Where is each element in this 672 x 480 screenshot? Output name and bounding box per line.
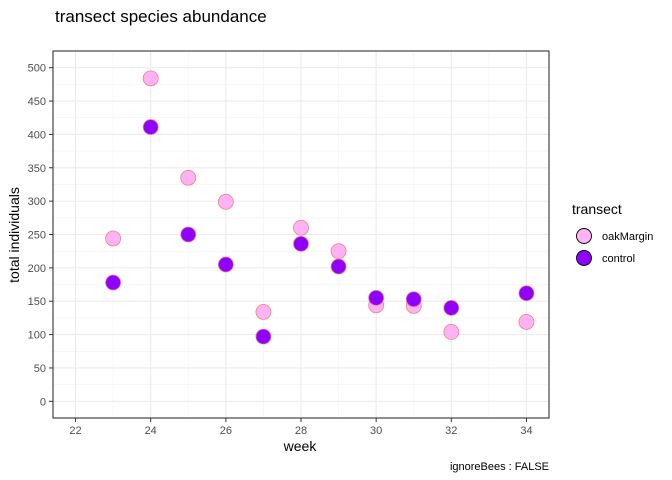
x-tick-label: 28 — [295, 425, 307, 437]
data-point — [330, 243, 347, 260]
data-point — [105, 274, 122, 291]
x-tick-label: 34 — [520, 425, 532, 437]
y-tick-label: 150 — [28, 296, 46, 308]
data-point — [368, 289, 385, 306]
data-point — [142, 70, 159, 87]
data-point — [255, 304, 272, 320]
y-tick-label: 200 — [28, 263, 46, 275]
x-tick-label: 30 — [370, 425, 382, 437]
data-point — [518, 285, 535, 302]
x-tick-label: 32 — [445, 425, 457, 437]
data-point — [180, 169, 197, 186]
y-tick-label: 500 — [28, 63, 46, 75]
data-point — [518, 314, 535, 330]
data-point — [105, 230, 122, 247]
y-tick-label: 250 — [28, 230, 46, 242]
y-tick-label: 0 — [40, 396, 46, 408]
x-axis-title: week — [283, 438, 318, 454]
x-axis: 22 24 26 28 30 32 34 — [69, 418, 533, 437]
legend-key-control — [576, 250, 592, 266]
legend: transect oakMargin control — [572, 201, 653, 266]
legend-title: transect — [572, 201, 622, 217]
y-tick-label: 450 — [28, 96, 46, 108]
data-point — [217, 193, 234, 210]
data-point — [330, 258, 347, 275]
data-point — [405, 291, 422, 308]
legend-label-oakMargin: oakMargin — [602, 231, 653, 243]
data-point — [293, 219, 309, 236]
y-tick-label: 400 — [28, 129, 46, 141]
legend-key-oakMargin — [576, 228, 592, 244]
y-axis: 0 50 100 150 200 250 300 350 400 450 500 — [28, 63, 53, 408]
y-tick-label: 100 — [28, 330, 46, 342]
x-tick-label: 22 — [69, 425, 81, 437]
x-tick-label: 24 — [145, 425, 157, 437]
y-tick-label: 50 — [34, 363, 46, 375]
x-tick-label: 26 — [220, 425, 232, 437]
data-point — [443, 324, 460, 340]
legend-label-control: control — [602, 253, 635, 265]
data-point — [293, 235, 309, 252]
data-point — [142, 119, 159, 135]
y-tick-label: 300 — [28, 196, 46, 208]
data-point — [180, 226, 197, 243]
plot-panel — [52, 50, 550, 419]
y-tick-label: 350 — [28, 163, 46, 175]
chart-title: transect species abundance — [55, 7, 267, 26]
data-point — [255, 328, 272, 345]
data-point — [443, 299, 460, 316]
y-axis-title: total individuals — [6, 187, 22, 283]
data-point — [217, 256, 234, 273]
caption: ignoreBees : FALSE — [450, 461, 549, 473]
series-control — [105, 119, 535, 345]
